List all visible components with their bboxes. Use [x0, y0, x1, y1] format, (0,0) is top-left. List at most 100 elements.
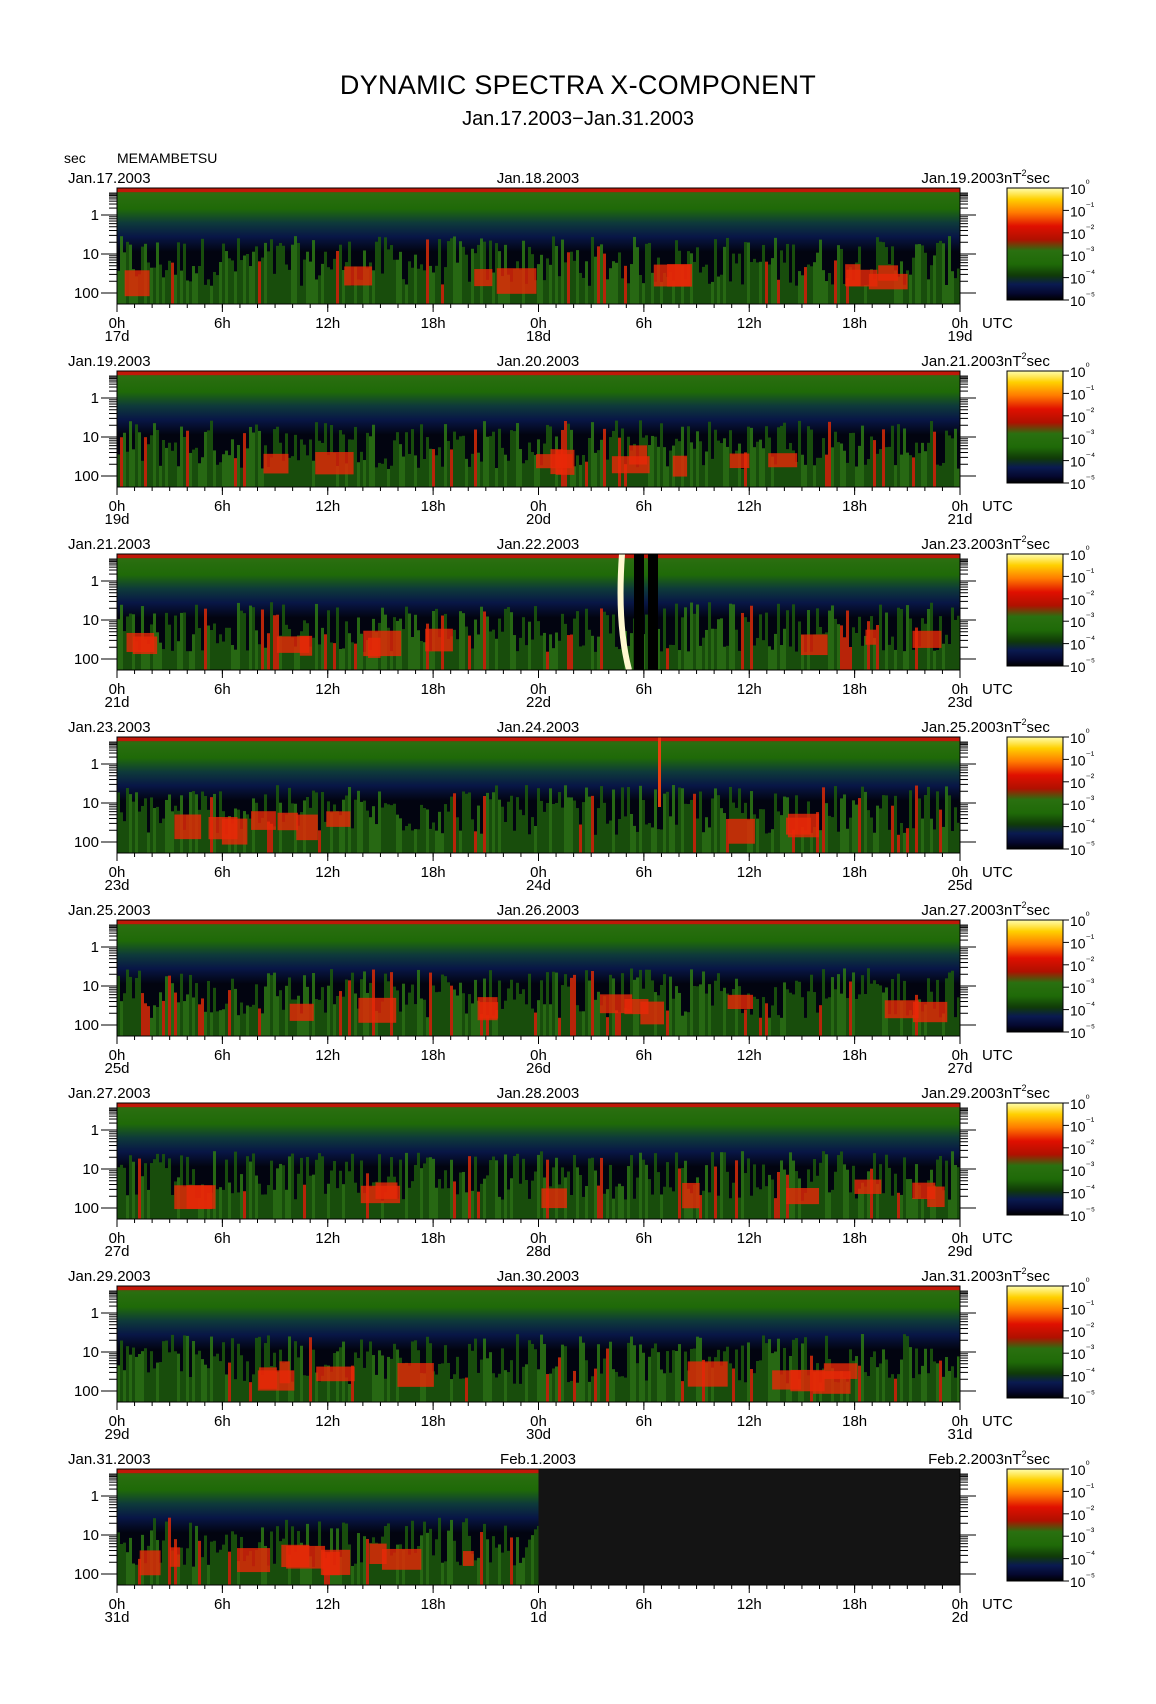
y-tick-label: 1	[91, 756, 99, 773]
burst	[237, 1548, 271, 1573]
y-ticks	[101, 1473, 976, 1575]
day-label: 19d	[104, 511, 129, 528]
x-tick-label: 0h	[952, 681, 969, 698]
burst	[611, 456, 650, 474]
x-unit-label: UTC	[982, 864, 1013, 881]
x-tick-label: 6h	[636, 681, 653, 698]
panel-6: Jan.27.2003 Jan.28.2003 Jan.29.2003 nT2sec1…	[68, 1083, 1095, 1260]
panel-mid-date: Jan.18.2003	[497, 170, 580, 187]
colorbar: 10⁰ 10⁻¹ 10⁻² 10⁻³ 10⁻⁴ 10⁻⁵	[1006, 179, 1095, 309]
panel-end-date: Jan.21.2003	[921, 353, 1004, 370]
burst	[479, 1002, 499, 1019]
colorbar: 10⁰ 10⁻¹ 10⁻² 10⁻³ 10⁻⁴ 10⁻⁵	[1006, 362, 1095, 492]
activity-layer	[117, 785, 960, 853]
y-ticks	[101, 192, 976, 294]
x-tick-label: 0h	[530, 1413, 547, 1430]
burst	[845, 264, 861, 287]
burst	[326, 811, 351, 827]
colorbar-tick-label: 10⁻⁵	[1070, 657, 1095, 675]
burst	[785, 817, 811, 835]
x-tick-label: 0h	[109, 1596, 126, 1613]
no-data-block	[538, 1469, 960, 1585]
x-tick-label: 0h	[952, 864, 969, 881]
colorbar-tick-label: 10⁻³	[1070, 1161, 1095, 1179]
colorbar-unit: nT2sec	[1004, 168, 1050, 187]
x-tick-label: 0h	[109, 498, 126, 515]
colorbar-tick-label: 10⁻⁵	[1070, 1206, 1095, 1224]
x-tick-label: 6h	[636, 1413, 653, 1430]
x-tick-label: 6h	[214, 1047, 231, 1064]
y-tick-label: 100	[74, 1566, 99, 1583]
y-tick-label: 100	[74, 285, 99, 302]
day-label: 21d	[947, 511, 972, 528]
colorbar-tick-label: 10⁻⁴	[1070, 1367, 1095, 1385]
activity-layer	[117, 602, 960, 670]
y-ticks	[101, 1290, 976, 1392]
x-tick-label: 12h	[315, 1230, 340, 1247]
colorbar-tick-label: 10⁻¹	[1070, 750, 1095, 768]
burst	[653, 264, 691, 287]
panel-7: Jan.29.2003 Jan.30.2003 Jan.31.2003 nT2sec1…	[68, 1266, 1095, 1443]
y-tick-label: 100	[74, 834, 99, 851]
x-tick-label: 18h	[421, 1230, 446, 1247]
burst	[322, 1551, 340, 1576]
panel-end-date: Jan.19.2003	[921, 170, 1004, 187]
x-tick-label: 12h	[737, 1047, 762, 1064]
x-tick-label: 6h	[636, 864, 653, 881]
burst	[132, 636, 158, 655]
panel-1: Jan.17.2003 Jan.18.2003 Jan.19.2003 nT2sec1…	[68, 168, 1095, 345]
burst	[854, 1179, 882, 1194]
burst	[687, 1361, 728, 1387]
day-label: 26d	[526, 1060, 551, 1077]
panel-end-date: Jan.23.2003	[921, 536, 1004, 553]
colorbar-gradient	[1006, 919, 1064, 1033]
colorbar-tick-label: 10⁻²	[1070, 590, 1095, 608]
burst	[360, 1185, 401, 1204]
colorbar: 10⁰ 10⁻¹ 10⁻² 10⁻³ 10⁻⁴ 10⁻⁵	[1006, 1094, 1095, 1224]
burst	[727, 994, 753, 1009]
x-tick-label: 12h	[737, 864, 762, 881]
activity-layer	[117, 236, 960, 304]
colorbar-tick-label: 10⁻²	[1070, 773, 1095, 791]
x-tick-label: 18h	[842, 498, 867, 515]
colorbar-tick-label: 10⁻⁵	[1070, 1572, 1095, 1590]
x-tick-label: 18h	[421, 681, 446, 698]
x-tick-label: 12h	[737, 1413, 762, 1430]
day-label: 2d	[952, 1609, 969, 1626]
burst	[316, 1366, 355, 1382]
panel-start-date: Jan.17.2003	[68, 170, 151, 187]
colorbar-tick-label: 10⁰	[1070, 545, 1090, 563]
x-tick-label: 0h	[530, 1596, 547, 1613]
day-label: 27d	[947, 1060, 972, 1077]
colorbar-tick-label: 10⁻³	[1070, 246, 1095, 264]
burst	[139, 1550, 161, 1576]
burst	[912, 1001, 948, 1023]
day-label: 21d	[104, 694, 129, 711]
colorbar-tick-label: 10⁻²	[1070, 1139, 1095, 1157]
panel-start-date: Jan.27.2003	[68, 1085, 151, 1102]
panel-mid-date: Feb.1.2003	[500, 1451, 576, 1468]
x-tick-label: 0h	[530, 1047, 547, 1064]
y-tick-label: 10	[82, 429, 99, 446]
x-tick-label: 0h	[530, 681, 547, 698]
x-tick-label: 18h	[842, 1047, 867, 1064]
y-tick-label: 1	[91, 1122, 99, 1139]
x-tick-label: 12h	[737, 315, 762, 332]
burst	[496, 268, 537, 294]
day-label: 18d	[526, 328, 551, 345]
panel-4: Jan.23.2003 Jan.24.2003 Jan.25.2003 nT2sec1…	[68, 717, 1095, 894]
colorbar-tick-label: 10⁻⁴	[1070, 818, 1095, 836]
colorbar-tick-label: 10⁻⁴	[1070, 1184, 1095, 1202]
colorbar-unit: nT2sec	[1004, 1083, 1050, 1102]
colorbar-tick-label: 10⁰	[1070, 179, 1090, 197]
x-tick-label: 18h	[842, 315, 867, 332]
x-tick-label: 6h	[214, 1230, 231, 1247]
panel-5: Jan.25.2003 Jan.26.2003 Jan.27.2003 nT2sec1…	[68, 900, 1095, 1077]
y-ticks	[101, 375, 976, 477]
colorbar-tick-label: 10⁰	[1070, 362, 1090, 380]
x-tick-label: 12h	[737, 1596, 762, 1613]
panels-group: Jan.17.2003 Jan.18.2003 Jan.19.2003 nT2sec1…	[68, 168, 1095, 1626]
colorbar-gradient	[1006, 553, 1064, 667]
day-label: 22d	[526, 694, 551, 711]
